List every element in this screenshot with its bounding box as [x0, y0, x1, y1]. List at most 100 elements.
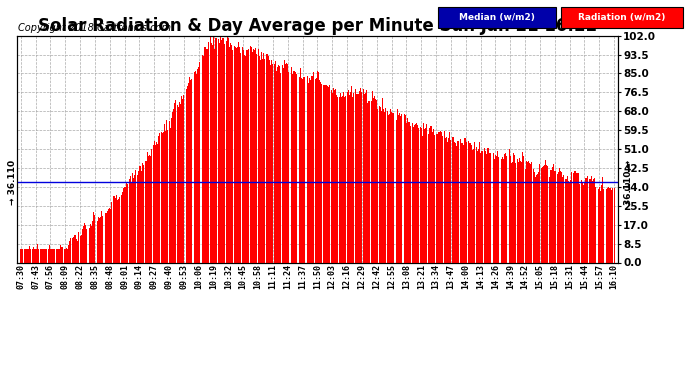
Bar [72, 237, 74, 262]
Bar [501, 159, 502, 262]
Bar [380, 106, 381, 262]
Bar [611, 190, 612, 262]
Bar [510, 156, 511, 262]
Bar [409, 122, 411, 262]
Bar [51, 249, 52, 262]
Bar [138, 171, 139, 262]
Bar [252, 53, 253, 262]
Bar [544, 165, 545, 262]
Bar [560, 8, 683, 28]
Bar [30, 249, 32, 262]
Bar [309, 78, 310, 262]
Bar [67, 249, 68, 262]
Bar [440, 131, 441, 262]
Bar [125, 187, 126, 262]
Bar [453, 137, 454, 262]
Bar [295, 72, 296, 262]
Bar [287, 64, 288, 262]
Bar [114, 196, 115, 262]
Bar [587, 176, 589, 262]
Bar [284, 60, 285, 262]
Bar [465, 138, 466, 262]
Bar [327, 86, 328, 262]
Bar [299, 68, 301, 262]
Bar [148, 156, 149, 262]
Bar [325, 85, 326, 262]
Bar [328, 87, 329, 262]
Bar [342, 96, 343, 262]
Bar [285, 64, 286, 262]
Bar [392, 114, 393, 262]
Bar [547, 166, 549, 262]
Bar [374, 96, 375, 262]
Bar [545, 160, 546, 262]
Bar [197, 69, 198, 262]
Bar [543, 166, 544, 262]
Bar [116, 195, 117, 262]
Bar [433, 129, 434, 262]
Bar [358, 94, 359, 262]
Bar [161, 133, 163, 262]
Bar [428, 128, 430, 262]
Bar [158, 136, 159, 262]
Bar [595, 187, 596, 262]
Bar [84, 223, 85, 262]
Bar [261, 52, 262, 262]
Bar [568, 181, 569, 262]
Bar [449, 132, 451, 262]
Bar [488, 148, 489, 262]
Bar [290, 67, 292, 262]
Bar [604, 180, 606, 262]
Bar [69, 241, 70, 262]
Bar [217, 39, 219, 262]
Bar [406, 123, 407, 262]
Bar [172, 112, 173, 262]
Bar [464, 138, 465, 262]
Bar [329, 85, 331, 262]
Bar [561, 172, 562, 262]
Bar [412, 123, 413, 262]
Bar [91, 226, 92, 262]
Bar [257, 49, 259, 262]
Bar [150, 156, 151, 262]
Bar [166, 120, 167, 262]
Bar [445, 138, 446, 262]
Bar [68, 246, 69, 262]
Bar [571, 172, 573, 262]
Bar [551, 170, 552, 262]
Bar [575, 171, 576, 262]
Bar [560, 171, 561, 262]
Bar [613, 188, 615, 262]
Bar [590, 180, 591, 262]
Bar [292, 74, 293, 262]
Bar [260, 60, 261, 262]
Text: Copyright 2018 Cartronics.com: Copyright 2018 Cartronics.com [18, 23, 171, 33]
Bar [255, 48, 256, 262]
Bar [123, 188, 124, 262]
Bar [586, 178, 587, 262]
Bar [326, 85, 327, 262]
Bar [478, 149, 479, 262]
Bar [578, 173, 579, 262]
Bar [584, 183, 585, 262]
Bar [356, 94, 357, 262]
Bar [288, 72, 289, 262]
Bar [583, 185, 584, 262]
Bar [457, 141, 458, 262]
Bar [286, 63, 287, 262]
Bar [149, 154, 150, 262]
Bar [458, 141, 460, 262]
Bar [189, 77, 190, 262]
Bar [466, 142, 467, 262]
Bar [365, 93, 366, 262]
Bar [414, 125, 415, 262]
Bar [214, 49, 215, 262]
Bar [524, 170, 526, 262]
Bar [438, 8, 555, 28]
Bar [243, 50, 244, 262]
Bar [334, 90, 335, 262]
Bar [360, 88, 362, 262]
Bar [194, 72, 195, 262]
Bar [343, 92, 344, 262]
Bar [119, 197, 121, 262]
